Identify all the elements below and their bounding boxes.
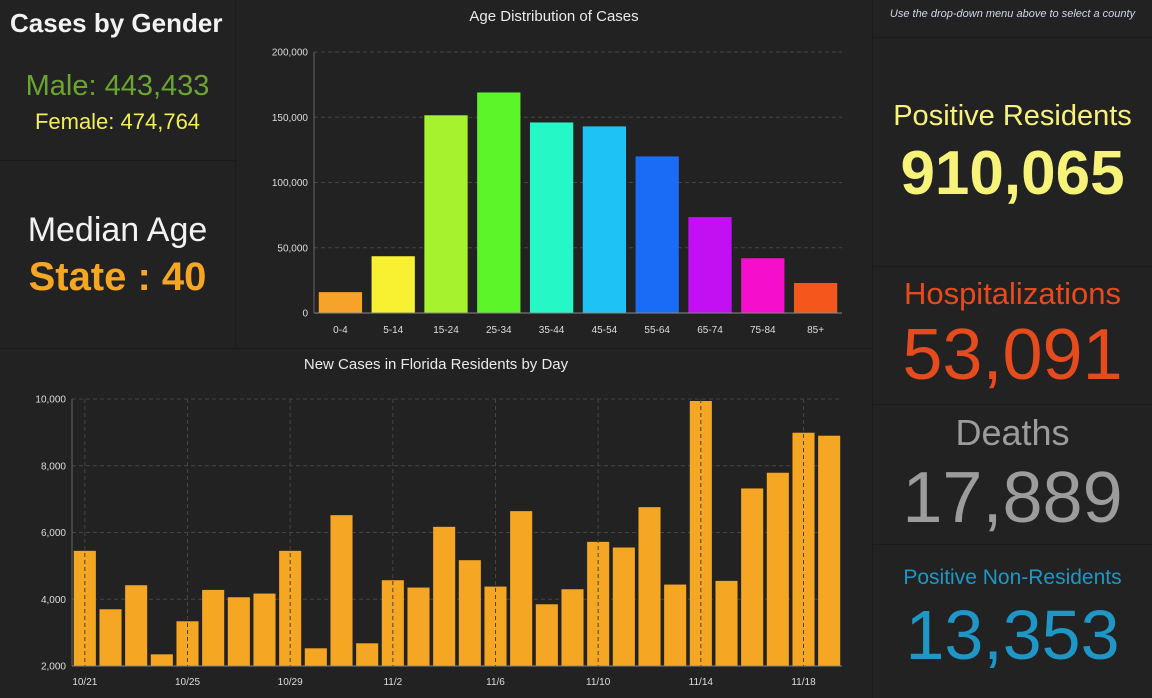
bar-65-74 xyxy=(688,217,732,313)
daily-cases-chart: 2,000 4,000 6,000 8,000 10,000 10/21 10/25 10/2… xyxy=(35,395,842,688)
gender-title: Cases by Gender xyxy=(10,8,223,38)
y-tick-label: 6,000 xyxy=(41,528,66,539)
non-residents-label: Positive Non-Residents xyxy=(903,566,1122,589)
x-tick-label: 11/18 xyxy=(791,677,816,688)
positive-residents-label: Positive Residents xyxy=(893,100,1132,132)
bar-11/13 xyxy=(664,584,687,666)
bar-85+ xyxy=(793,282,838,313)
bar-11/4 xyxy=(433,526,456,666)
bar-0-4 xyxy=(318,292,363,313)
positive-residents-panel: Positive Residents 910,065 xyxy=(873,38,1152,266)
bar-10/24 xyxy=(150,654,173,666)
hospitalizations-panel: Hospitalizations 53,091 xyxy=(873,267,1152,404)
x-tick-label: 55-64 xyxy=(644,325,670,336)
bar-11/5 xyxy=(458,560,481,666)
x-tick-label: 85+ xyxy=(807,325,824,336)
bar-15-24 xyxy=(424,115,468,313)
positive-residents-value: 910,065 xyxy=(900,139,1125,208)
deaths-panel: Deaths 17,889 xyxy=(873,405,1152,544)
bar-10/27 xyxy=(227,597,250,666)
bar-11/9 xyxy=(561,589,584,666)
bar-45-54 xyxy=(582,126,627,313)
bar-11/11 xyxy=(612,547,635,666)
y-tick-label: 2,000 xyxy=(41,662,66,673)
x-tick-label: 45-54 xyxy=(592,325,618,336)
y-tick-label: 10,000 xyxy=(35,395,66,406)
daily-chart-title: New Cases in Florida Residents by Day xyxy=(303,356,569,373)
bar-10/29 xyxy=(279,550,302,666)
x-tick-label: 75-84 xyxy=(750,325,776,336)
bar-10/26 xyxy=(202,589,225,666)
x-tick-label: 11/10 xyxy=(586,677,611,688)
daily-cases-panel: New Cases in Florida Residents by Day 2,… xyxy=(0,349,872,698)
x-tick-label: 11/14 xyxy=(689,677,714,688)
bar-55-64 xyxy=(635,156,679,313)
bar-11/17 xyxy=(766,472,789,666)
median-age-state: State : 40 xyxy=(28,255,207,299)
bar-11/8 xyxy=(535,604,558,666)
x-tick-label: 5-14 xyxy=(383,325,403,336)
bar-5-14 xyxy=(371,256,415,313)
median-age-title: Median Age xyxy=(27,211,208,249)
x-tick-label: 11/6 xyxy=(486,677,505,688)
y-tick-label: 50,000 xyxy=(277,243,308,254)
bar-10/22 xyxy=(99,609,122,666)
y-tick-label: 150,000 xyxy=(272,113,309,124)
x-tick-label: 10/25 xyxy=(175,677,200,688)
median-age-panel: Median Age State : 40 xyxy=(0,161,235,348)
bar-11/19 xyxy=(818,435,841,666)
bar-10/25 xyxy=(176,621,199,666)
non-residents-value: 13,353 xyxy=(905,596,1120,674)
x-tick-label: 15-24 xyxy=(433,325,459,336)
y-tick-label: 4,000 xyxy=(41,595,66,606)
female-count: Female: 474,764 xyxy=(34,109,201,134)
bar-11/16 xyxy=(741,488,764,666)
x-tick-label: 10/29 xyxy=(278,677,303,688)
bar-11/7 xyxy=(510,511,533,666)
bar-11/15 xyxy=(715,580,738,666)
deaths-value: 17,889 xyxy=(902,458,1123,538)
age-distribution-panel: Age Distribution of Cases 0 50,000 100,000… xyxy=(236,0,872,348)
hospitalizations-value: 53,091 xyxy=(902,315,1123,395)
bar-75-84 xyxy=(741,258,785,313)
county-note-panel: Use the drop-down menu above to select a… xyxy=(873,0,1152,37)
bar-10/31 xyxy=(330,515,353,666)
deaths-label: Deaths xyxy=(955,412,1070,453)
bar-35-44 xyxy=(529,122,574,313)
x-tick-label: 10/21 xyxy=(72,677,97,688)
x-tick-label: 35-44 xyxy=(539,325,565,336)
y-tick-label: 100,000 xyxy=(272,178,309,189)
bar-11/3 xyxy=(407,587,430,666)
county-select-hint: Use the drop-down menu above to select a… xyxy=(889,8,1136,20)
x-tick-label: 0-4 xyxy=(333,325,348,336)
x-tick-label: 25-34 xyxy=(486,325,512,336)
bar-10/23 xyxy=(125,585,148,666)
gender-panel: Cases by Gender Male: 443,433 Female: 47… xyxy=(0,0,235,160)
age-chart-title: Age Distribution of Cases xyxy=(469,8,639,25)
bar-25-34 xyxy=(477,92,521,313)
x-tick-label: 11/2 xyxy=(383,677,402,688)
y-tick-label: 8,000 xyxy=(41,461,66,472)
bar-10/21 xyxy=(73,550,96,666)
y-tick-label: 200,000 xyxy=(272,48,309,59)
age-distribution-chart: 0 50,000 100,000 150,000 200,000 0-4 5-14 15-24… xyxy=(272,48,842,336)
hospitalizations-label: Hospitalizations xyxy=(903,276,1122,311)
x-tick-label: 65-74 xyxy=(697,325,723,336)
y-tick-label: 0 xyxy=(302,309,308,320)
bar-11/12 xyxy=(638,507,661,666)
male-count: Male: 443,433 xyxy=(25,70,210,102)
non-residents-panel: Positive Non-Residents 13,353 xyxy=(873,545,1152,698)
bar-10/30 xyxy=(304,648,327,666)
bar-11/1 xyxy=(356,643,379,666)
bar-10/28 xyxy=(253,593,276,666)
